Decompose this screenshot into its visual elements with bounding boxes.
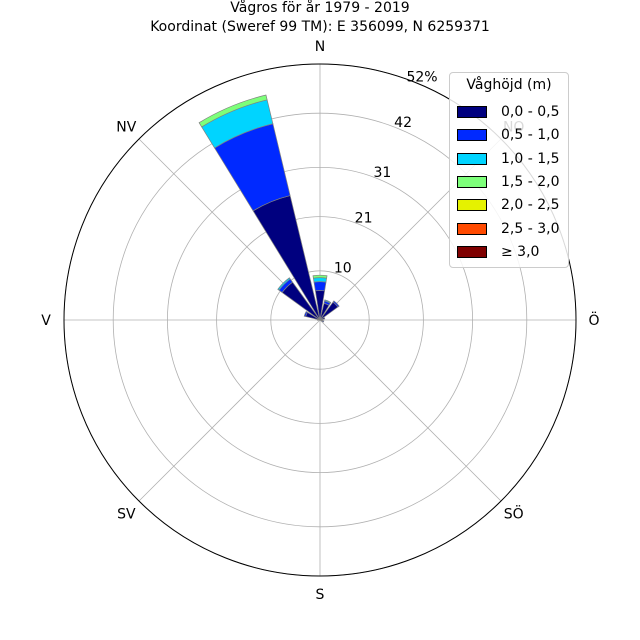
grid-circle [270, 270, 370, 370]
compass-label: N [315, 39, 325, 55]
legend-entry: 1,5 - 2,0 [457, 172, 565, 192]
legend-swatch [457, 175, 487, 188]
grid-circle [112, 112, 528, 528]
legend-label: 0,5 - 1,0 [501, 127, 560, 144]
bar-N-1-5-2-0 [312, 274, 328, 279]
legend-swatch [457, 152, 487, 165]
radial-tick-label: 21 [355, 211, 373, 227]
legend: Våghöjd (m) 0,0 - 0,5 0,5 - 1,0 1,0 - 1,5 1… [449, 72, 569, 268]
compass-label: SV [117, 507, 136, 523]
bar-NNV-0-0-0-5 [252, 195, 321, 321]
bar-VNV-0-5-1-0 [303, 311, 308, 317]
legend-entry: 0,5 - 1,0 [457, 125, 565, 145]
outer-frame [63, 63, 577, 577]
legend-swatch [457, 222, 487, 235]
bar-NÖ-0-5-1-0 [332, 300, 340, 308]
bar-N-0-5-1-0 [313, 281, 327, 292]
bar-NV-1-0-1-5 [277, 277, 291, 291]
legend-swatch [457, 106, 487, 118]
radial-tick-label: 10 [334, 261, 352, 277]
legend-label: 1,0 - 1,5 [501, 150, 560, 167]
legend-swatch [457, 129, 487, 142]
legend-entry: 2,5 - 3,0 [457, 219, 565, 239]
compass-label: SÖ [504, 505, 524, 523]
grid-spoke [319, 319, 502, 502]
bar-ÖSÖ-0-5-1-0 [321, 320, 325, 323]
legend-label: 0,0 - 0,5 [501, 104, 560, 120]
legend-entry: ≥ 3,0 [457, 242, 565, 262]
legend-label: ≥ 3,0 [501, 243, 540, 260]
radial-tick-label: 31 [373, 165, 391, 181]
bar-N-1-0-1-5 [312, 277, 328, 283]
bar-NNÖ-1-0-1-5 [324, 299, 332, 304]
compass-label: V [41, 313, 51, 329]
legend-swatch [457, 199, 487, 212]
legend-entry: 2,0 - 2,5 [457, 195, 565, 215]
legend-label: 2,5 - 3,0 [501, 220, 560, 237]
grid-circle [166, 166, 474, 474]
legend-label: 2,0 - 2,5 [501, 197, 560, 214]
bar-ÖNÖ-0-0-0-5 [319, 316, 326, 321]
chart-title: Vågros för år 1979 - 2019 [230, 0, 410, 16]
bar-NNV-1-5-2-0 [198, 94, 268, 128]
legend-swatch [457, 245, 487, 258]
chart-subtitle: Koordinat (Sweref 99 TM): E 356099, N 62… [150, 19, 490, 35]
compass-label: Ö [588, 311, 599, 329]
legend-label: 1,5 - 2,0 [501, 173, 560, 190]
legend-title: Våghöjd (m) [466, 77, 552, 93]
legend-entry: 0,0 - 0,5 [457, 102, 565, 122]
radial-tick-label: 52% [406, 70, 437, 86]
legend-entry: 1,0 - 1,5 [457, 149, 565, 169]
grid-circle [216, 216, 424, 424]
compass-label: NV [116, 119, 136, 135]
grid-spoke [138, 319, 321, 502]
compass-label: S [316, 587, 325, 603]
radial-tick-label: 42 [394, 115, 412, 131]
